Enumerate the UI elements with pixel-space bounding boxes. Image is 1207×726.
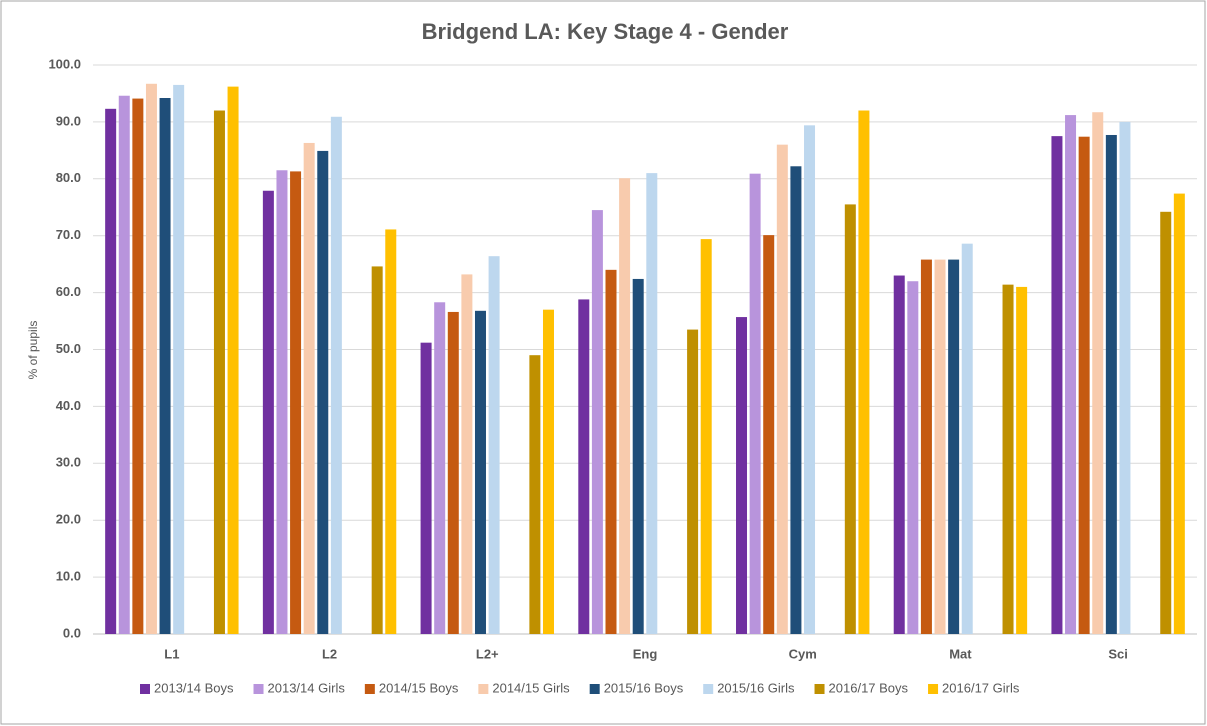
y-tick-label: 40.0 [56,398,81,413]
bar [303,142,315,634]
y-tick-label: 60.0 [56,284,81,299]
bar [961,243,973,634]
bar [763,235,775,635]
bar [1173,193,1185,634]
bar [605,269,617,634]
legend-label: 2014/15 Boys [379,680,459,695]
y-tick-label: 0.0 [63,625,81,640]
bar [420,342,432,634]
y-tick-label: 90.0 [56,113,81,128]
y-tick-label: 20.0 [56,512,81,527]
x-tick-label: Sci [1108,646,1128,661]
bar [330,116,342,635]
bar [749,173,761,634]
bar [276,170,288,634]
y-tick-label: 80.0 [56,170,81,185]
bar [371,266,383,634]
bar [227,86,239,634]
bar [591,210,603,634]
bar [948,259,960,634]
x-tick-label: L1 [164,646,179,661]
y-axis-label: % of pupils [26,321,40,380]
legend-swatch [478,684,489,694]
bar [488,256,500,634]
legend-label: 2015/16 Girls [717,680,795,695]
legend-swatch [814,684,825,694]
bar [858,110,870,634]
bar [1065,115,1077,634]
bar [447,311,459,634]
bar [474,310,486,634]
legend-swatch [140,684,150,694]
bar [646,173,658,635]
bar [632,278,644,634]
bar [1160,211,1172,634]
legend-label: 2016/17 Girls [942,680,1020,695]
bar [1016,286,1028,634]
bar [907,281,919,634]
legend-swatch [364,684,375,694]
legend-swatch [703,684,714,694]
bar [776,144,788,634]
bar [118,95,130,634]
legend-label: 2013/14 Girls [268,680,346,695]
bar [790,166,802,635]
legend-label: 2013/14 Boys [154,680,234,695]
bar [844,204,856,634]
bar [578,299,590,634]
bar [262,190,274,634]
bar [804,125,816,635]
bar [542,309,554,634]
legend-swatch [589,684,600,694]
bar [700,239,712,634]
bar [687,329,699,634]
x-tick-label: Eng [633,646,658,661]
bar [1051,136,1063,634]
legend-swatch [253,684,264,694]
y-tick-label: 10.0 [56,569,81,584]
bar [132,98,144,635]
legend-swatch [928,684,939,694]
bar [1119,121,1131,634]
bar [1092,112,1104,635]
bar [920,259,932,634]
bar [1105,134,1117,634]
x-tick-label: L2+ [476,646,499,661]
y-tick-label: 30.0 [56,455,81,470]
x-tick-label: Cym [789,646,817,661]
bar [893,275,905,634]
x-tick-label: L2 [322,646,337,661]
bar [461,274,473,634]
bar [1002,284,1014,634]
chart-title: Bridgend LA: Key Stage 4 - Gender [422,19,789,44]
y-tick-label: 100.0 [48,56,81,71]
bar [317,150,329,634]
y-tick-label: 50.0 [56,341,81,356]
legend-label: 2015/16 Boys [604,680,684,695]
bar [105,108,117,635]
bar [385,229,397,635]
x-tick-label: Mat [949,646,972,661]
bar [213,110,225,634]
bar [290,171,302,634]
bar [619,178,631,634]
bar [529,355,541,634]
bar [934,259,946,634]
bar [1078,136,1090,634]
bar [173,84,185,635]
legend-label: 2016/17 Boys [829,680,909,695]
bar [736,317,748,634]
legend-label: 2014/15 Girls [492,680,570,695]
bar [159,98,171,634]
bar [434,302,446,634]
bar [145,83,157,635]
y-tick-label: 70.0 [56,227,81,242]
